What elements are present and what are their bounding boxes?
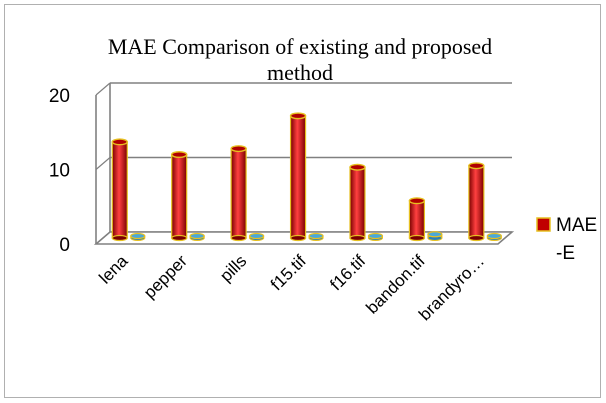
bar-group <box>170 151 205 242</box>
y-tick-label: 10 <box>49 161 70 182</box>
bar-base <box>408 234 426 242</box>
y-tick-label: 0 <box>59 235 70 256</box>
x-category-label: f15.tif <box>267 251 310 294</box>
bar-cap <box>170 151 188 159</box>
bar <box>171 153 188 239</box>
bar <box>111 141 128 239</box>
bar-base <box>111 234 128 242</box>
bar-cap <box>111 138 128 146</box>
bar <box>408 200 426 239</box>
legend: MAE -E <box>536 215 597 264</box>
y-axis-ticks: 0 10 20 <box>49 86 70 256</box>
bar-cap <box>468 162 485 170</box>
bar-base <box>230 234 247 242</box>
bar-small-cap <box>189 232 205 240</box>
bar-small-cap <box>427 231 443 238</box>
bar-group <box>289 112 324 242</box>
bar-small-cap <box>249 232 265 240</box>
gridline-depth <box>95 157 111 170</box>
chart-title-line1: MAE Comparison of existing and proposed <box>108 34 492 59</box>
x-category-label: pills <box>216 251 250 285</box>
bar-cap <box>408 197 426 205</box>
bar-group <box>111 138 146 242</box>
bar-small-cap <box>308 232 324 240</box>
legend-label-line2: -E <box>556 243 575 264</box>
bar-small-cap <box>486 232 502 240</box>
gridline-depth <box>95 82 111 96</box>
bar-base <box>171 234 188 242</box>
bar-cap <box>289 112 307 120</box>
bar <box>468 165 485 239</box>
bar-group <box>408 197 443 242</box>
bar-base <box>289 234 307 242</box>
bar-cap <box>349 163 366 171</box>
bar-base <box>468 234 485 242</box>
bar-base <box>349 234 366 242</box>
bar-group <box>349 163 384 242</box>
bar-small-cap <box>130 232 146 240</box>
bar <box>230 148 247 239</box>
bar-small-cap <box>367 232 384 240</box>
bar <box>289 115 307 239</box>
x-category-label: f16.tif <box>326 251 369 294</box>
legend-swatch <box>536 217 551 232</box>
legend-label-line1: MAE <box>556 215 597 236</box>
bar <box>349 166 366 239</box>
x-axis-labels: lena pepper pills f15.tif f16.tifbandon.tifb… <box>95 251 488 324</box>
x-category-label: lena <box>95 251 132 288</box>
bar-group <box>468 162 502 242</box>
x-category-label: pepper <box>140 251 191 302</box>
bar-cap <box>230 145 247 153</box>
bar-group <box>230 145 265 242</box>
chart-title-line2: method <box>267 60 333 85</box>
y-tick-label: 20 <box>49 86 70 107</box>
bars <box>111 112 502 242</box>
